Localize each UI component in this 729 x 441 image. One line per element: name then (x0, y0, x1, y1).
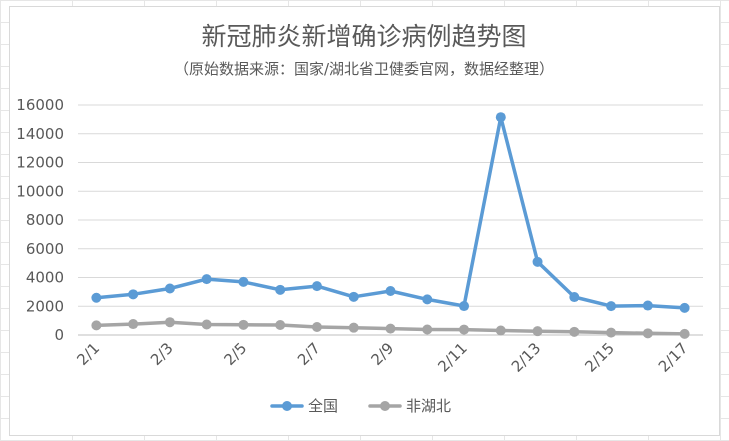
data-point[interactable] (348, 322, 359, 333)
data-point[interactable] (569, 326, 580, 337)
y-tick-label: 10000 (16, 182, 64, 200)
x-tick-label: 2/1 (73, 339, 103, 369)
data-point[interactable] (91, 320, 102, 331)
data-point[interactable] (679, 328, 690, 339)
data-point[interactable] (642, 328, 653, 339)
x-tick-label: 2/17 (655, 339, 692, 376)
legend-label: 非湖北 (406, 397, 451, 415)
x-axis-ticks: 2/1 2/3 2/5 2/7 2/9 2/11 2/13 2/15 2/17 (73, 339, 691, 376)
data-point[interactable] (495, 325, 506, 336)
x-tick-label: 2/9 (368, 339, 398, 369)
data-point[interactable] (311, 281, 322, 292)
legend-marker (282, 401, 292, 411)
data-point[interactable] (532, 256, 543, 267)
data-point[interactable] (164, 317, 175, 328)
data-point[interactable] (385, 285, 396, 296)
chart-subtitle: （原始数据来源：国家/湖北省卫健委官网，数据经整理） (174, 60, 554, 78)
y-tick-label: 8000 (26, 211, 64, 229)
data-point[interactable] (679, 302, 690, 313)
data-point[interactable] (495, 112, 506, 123)
x-tick-label: 2/5 (220, 339, 250, 369)
y-axis-ticks: 0 2000 4000 6000 8000 10000 12000 14000 16000 (16, 96, 64, 344)
data-point[interactable] (348, 291, 359, 302)
x-tick-label: 2/13 (508, 339, 545, 376)
data-point[interactable] (164, 283, 175, 294)
series-line-0 (94, 115, 687, 310)
chart-title: 新冠肺炎新增确诊病例趋势图 (201, 22, 526, 51)
data-point[interactable] (238, 276, 249, 287)
data-point[interactable] (238, 319, 249, 330)
x-tick-label: 2/15 (581, 339, 618, 376)
data-point[interactable] (459, 324, 470, 335)
legend-label: 全国 (308, 397, 338, 415)
y-tick-label: 4000 (26, 269, 64, 287)
gridlines (78, 104, 703, 336)
x-tick-label: 2/7 (294, 339, 324, 369)
y-tick-label: 6000 (26, 240, 64, 258)
data-point[interactable] (606, 327, 617, 338)
chart-area[interactable] (9, 6, 720, 436)
series-lines (91, 112, 690, 339)
y-tick-label: 16000 (16, 96, 64, 114)
y-tick-label: 2000 (26, 297, 64, 315)
data-point[interactable] (459, 301, 470, 312)
x-tick-label: 2/3 (147, 339, 177, 369)
data-point[interactable] (275, 319, 286, 330)
y-tick-label: 0 (54, 326, 64, 344)
data-point[interactable] (201, 319, 212, 330)
data-point[interactable] (128, 289, 139, 300)
data-point[interactable] (642, 300, 653, 311)
data-point[interactable] (422, 324, 433, 335)
data-point[interactable] (569, 292, 580, 303)
y-tick-label: 14000 (16, 125, 64, 143)
data-point[interactable] (532, 326, 543, 337)
data-point[interactable] (606, 301, 617, 312)
y-tick-label: 12000 (16, 154, 64, 172)
data-point[interactable] (91, 292, 102, 303)
data-point[interactable] (201, 274, 212, 285)
legend[interactable]: 全国 非湖北 (270, 397, 451, 415)
data-point[interactable] (385, 323, 396, 334)
data-point[interactable] (128, 319, 139, 330)
data-point[interactable] (422, 294, 433, 305)
data-point[interactable] (311, 321, 322, 332)
legend-marker (380, 401, 390, 411)
x-tick-label: 2/11 (434, 339, 471, 376)
data-point[interactable] (275, 284, 286, 295)
